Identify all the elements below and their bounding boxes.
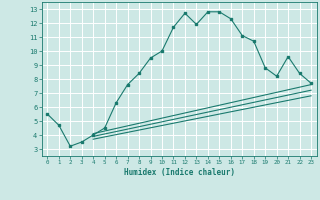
X-axis label: Humidex (Indice chaleur): Humidex (Indice chaleur) <box>124 168 235 177</box>
